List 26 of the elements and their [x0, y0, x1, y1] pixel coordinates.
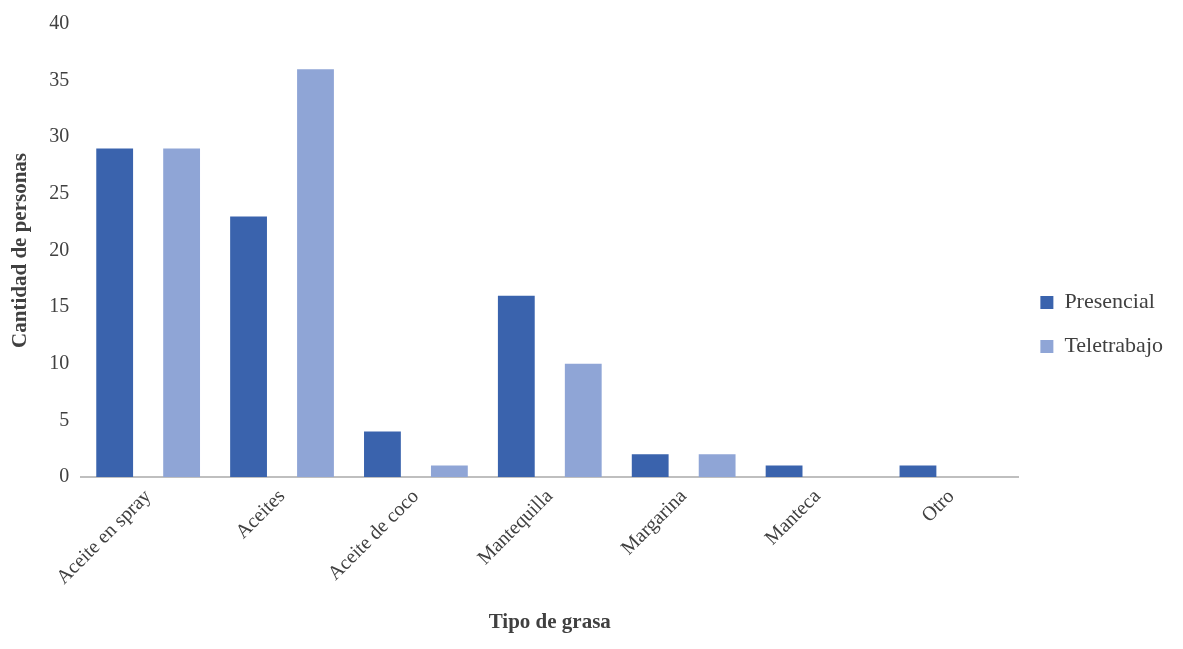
y-axis-title: Cantidad de personas: [7, 152, 32, 348]
bar: [230, 216, 267, 477]
y-tick-label: 40: [49, 11, 70, 34]
bar: [899, 465, 937, 477]
bar: [631, 454, 669, 477]
legend-label: Presencial: [1064, 288, 1155, 314]
y-tick-label: 35: [49, 67, 70, 90]
bar: [163, 148, 201, 477]
bar: [564, 363, 602, 477]
bar: [765, 465, 803, 477]
y-tick-label: 20: [49, 237, 70, 260]
bar: [297, 69, 334, 477]
y-tick-label: 0: [59, 464, 70, 487]
bar: [430, 465, 468, 477]
bar: [698, 454, 736, 477]
bar: [364, 431, 401, 477]
x-axis-title: Tipo de grasa: [488, 608, 612, 633]
y-tick-label: 25: [49, 181, 70, 204]
y-tick-label: 15: [49, 294, 70, 317]
y-tick-label: 10: [49, 350, 70, 373]
bar: [497, 295, 535, 477]
bar: [96, 148, 134, 477]
y-tick-label: 5: [59, 407, 70, 430]
legend-label: Teletrabajo: [1064, 332, 1163, 358]
x-tick-label: Otro: [916, 484, 958, 526]
y-tick-label: 30: [49, 124, 70, 147]
